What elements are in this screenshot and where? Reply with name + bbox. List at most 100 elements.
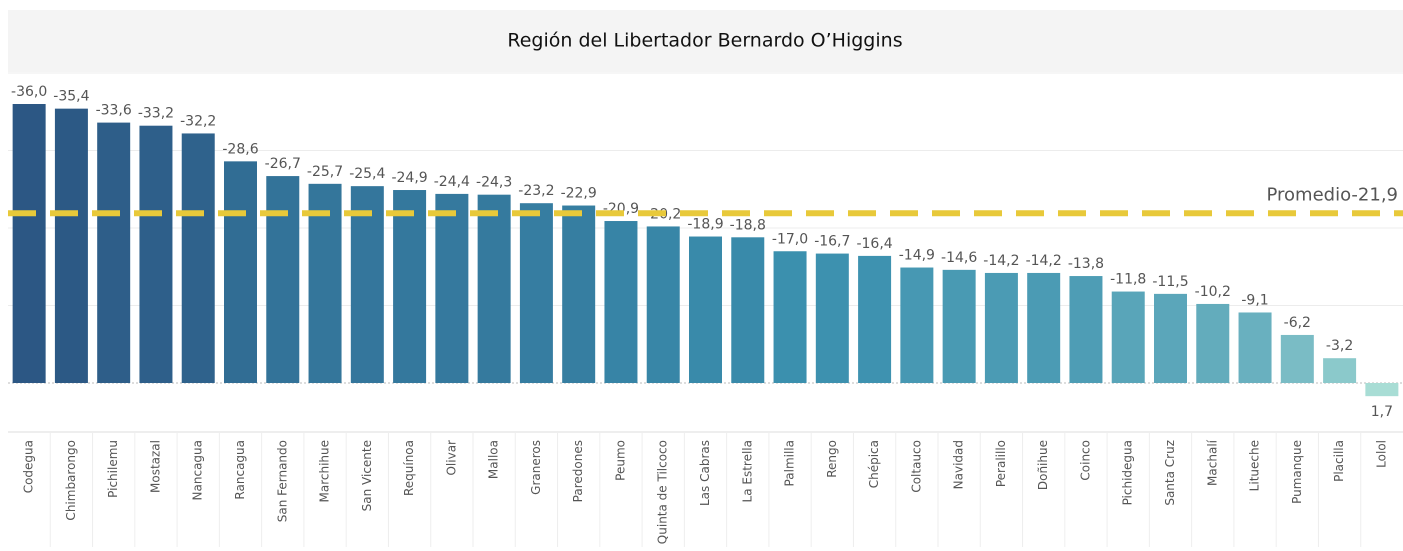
data-label: -25,7 [307,164,343,180]
x-tick-label: Pumanque [1290,440,1304,504]
x-tick-label: Litueche [1248,440,1262,491]
data-label: -18,9 [687,217,723,233]
x-tick-label: Marchihue [318,440,332,503]
data-label: -33,6 [96,103,132,119]
data-label: -14,9 [899,248,935,264]
x-tick-label: Malloa [487,440,501,479]
data-label: -23,2 [518,183,554,199]
x-tick-label: Lolol [1374,440,1388,468]
x-tick-label: Rengo [825,440,839,478]
x-tick-label: Chimbarongo [64,440,78,521]
x-tick-label: Mostazal [148,440,162,493]
x-tick-label: Machalí [1205,439,1219,486]
x-tick-label: Requínoa [402,440,416,496]
data-label: -14,6 [941,250,977,266]
x-tick-label: La Estrella [740,440,754,502]
bar [97,122,131,383]
bar [393,190,427,383]
data-label: -24,3 [476,175,512,191]
bar [181,133,215,383]
data-label: -9,1 [1241,292,1268,308]
bar [139,125,173,383]
data-label: -13,8 [1068,256,1104,272]
bar [350,186,384,383]
data-label: -28,6 [222,141,258,157]
bar [1280,334,1314,383]
bar [477,194,511,383]
x-tick-label: Pichidegua [1121,440,1135,505]
x-tick-label: Paredones [571,440,585,502]
bar [308,183,342,383]
x-tick-label: Santa Cruz [1163,440,1177,506]
header [8,10,1403,72]
bar [1365,383,1399,397]
x-tick-label: Doñihue [1036,440,1050,490]
x-tick-label: Palmilla [783,440,797,486]
bar [1111,291,1145,383]
bar [435,193,469,383]
bar [984,272,1018,383]
x-tick-label: Pichilemu [106,440,120,498]
x-tick-label: Rancagua [233,440,247,500]
bar [815,253,849,383]
data-label: -24,9 [391,170,427,186]
bar [1323,358,1357,383]
data-label: -6,2 [1284,315,1311,331]
x-tick-label: Olivar [444,440,458,476]
data-label: -16,7 [814,234,850,250]
bar [54,108,88,384]
average-label: Promedio-21,9 [1266,184,1398,205]
x-tick-label: Quinta de Tilcoco [656,440,670,544]
x-tick-label: Codegua [22,440,36,493]
data-label: -14,2 [983,253,1019,269]
x-tick-label: San Fernando [275,440,289,522]
bar [12,104,46,383]
x-tick-label: Las Cabras [698,440,712,506]
bar [266,176,300,383]
x-tick-label: Peralillo [994,440,1008,487]
data-label: -22,9 [561,186,597,202]
average-value: -21,9 [1351,184,1398,205]
data-label: -35,4 [53,89,89,105]
data-label: -11,5 [1152,274,1188,290]
x-tick-label: Chépica [867,440,881,488]
x-tick-label: Nancagua [191,440,205,500]
data-label: -36,0 [11,84,47,100]
x-tick-label: Graneros [529,440,543,495]
x-tick-label: Coinco [1078,440,1092,481]
bar [942,269,976,383]
bar [1196,303,1230,383]
bar [1069,276,1103,383]
data-label: -11,8 [1110,272,1146,288]
x-tick-label: Peumo [613,440,627,481]
x-tick-label: Navidad [952,440,966,489]
bar [1154,293,1187,383]
data-label: 1,7 [1371,404,1393,420]
data-label: -33,2 [138,106,174,122]
data-label: -10,2 [1195,284,1231,300]
chart-title: Región del Libertador Bernardo O’Higgins [507,30,902,52]
data-label: -26,7 [265,156,301,172]
data-label: -18,8 [730,217,766,233]
bar [731,237,765,383]
data-label: -25,4 [349,166,385,182]
data-label: -32,2 [180,113,216,129]
bar [1027,272,1061,383]
bar [1238,312,1272,383]
bar [900,267,934,383]
bar [858,255,892,383]
bar [689,236,722,383]
bar [604,221,638,383]
x-tick-label: Placilla [1332,440,1346,482]
bar [562,205,596,383]
data-label: -3,2 [1326,338,1353,354]
bar [224,161,257,383]
data-label: -17,0 [772,231,808,247]
data-label: -16,4 [856,236,892,252]
average-name: Promedio [1266,184,1351,205]
x-tick-label: San Vicente [360,440,374,511]
bar [773,251,807,383]
data-label: -14,2 [1026,253,1062,269]
bar [519,203,553,383]
